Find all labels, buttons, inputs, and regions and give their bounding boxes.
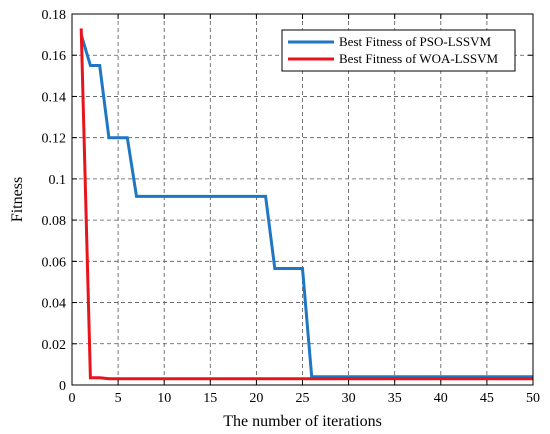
grid [72, 14, 533, 385]
series-lines [79, 28, 533, 381]
y-tick-label: 0.16 [42, 49, 67, 64]
y-tick-label: 0.08 [42, 214, 67, 229]
x-tick-label: 40 [434, 391, 448, 406]
x-tick-label: 50 [526, 391, 540, 406]
y-tick-label: 0.1 [49, 173, 67, 188]
x-axis-label: The number of iterations [223, 413, 382, 430]
x-tick-label: 10 [157, 391, 171, 406]
x-tick-label: 35 [388, 391, 402, 406]
y-tick-label: 0.04 [42, 297, 67, 312]
legend: Best Fitness of PSO-LSSVM Best Fitness o… [281, 29, 516, 72]
y-axis-label: Fitness [9, 177, 26, 222]
series-line-1 [79, 28, 533, 381]
legend-box [281, 29, 516, 72]
x-tick-label: 25 [296, 391, 310, 406]
legend-label-pso: Best Fitness of PSO-LSSVM [339, 34, 491, 49]
y-tick-label: 0 [59, 379, 66, 394]
x-tick-label: 20 [249, 391, 263, 406]
y-tick-label: 0.06 [42, 255, 67, 270]
x-tick-label: 5 [115, 391, 122, 406]
y-tick-label: 0.14 [42, 90, 67, 105]
y-tick-label: 0.12 [42, 132, 67, 147]
axis-ticks: 0 5 10 15 20 25 30 35 40 45 50 0 0.02 0.04 0.06 0.08 0.1… [42, 8, 541, 406]
x-tick-label: 15 [203, 391, 217, 406]
x-tick-label: 45 [480, 391, 494, 406]
y-tick-label: 0.02 [42, 338, 67, 353]
legend-label-woa: Best Fitness of WOA-LSSVM [339, 51, 498, 66]
series-line-0 [79, 34, 533, 379]
x-tick-label: 30 [342, 391, 356, 406]
y-tick-label: 0.18 [42, 8, 67, 23]
x-tick-label: 0 [69, 391, 76, 406]
